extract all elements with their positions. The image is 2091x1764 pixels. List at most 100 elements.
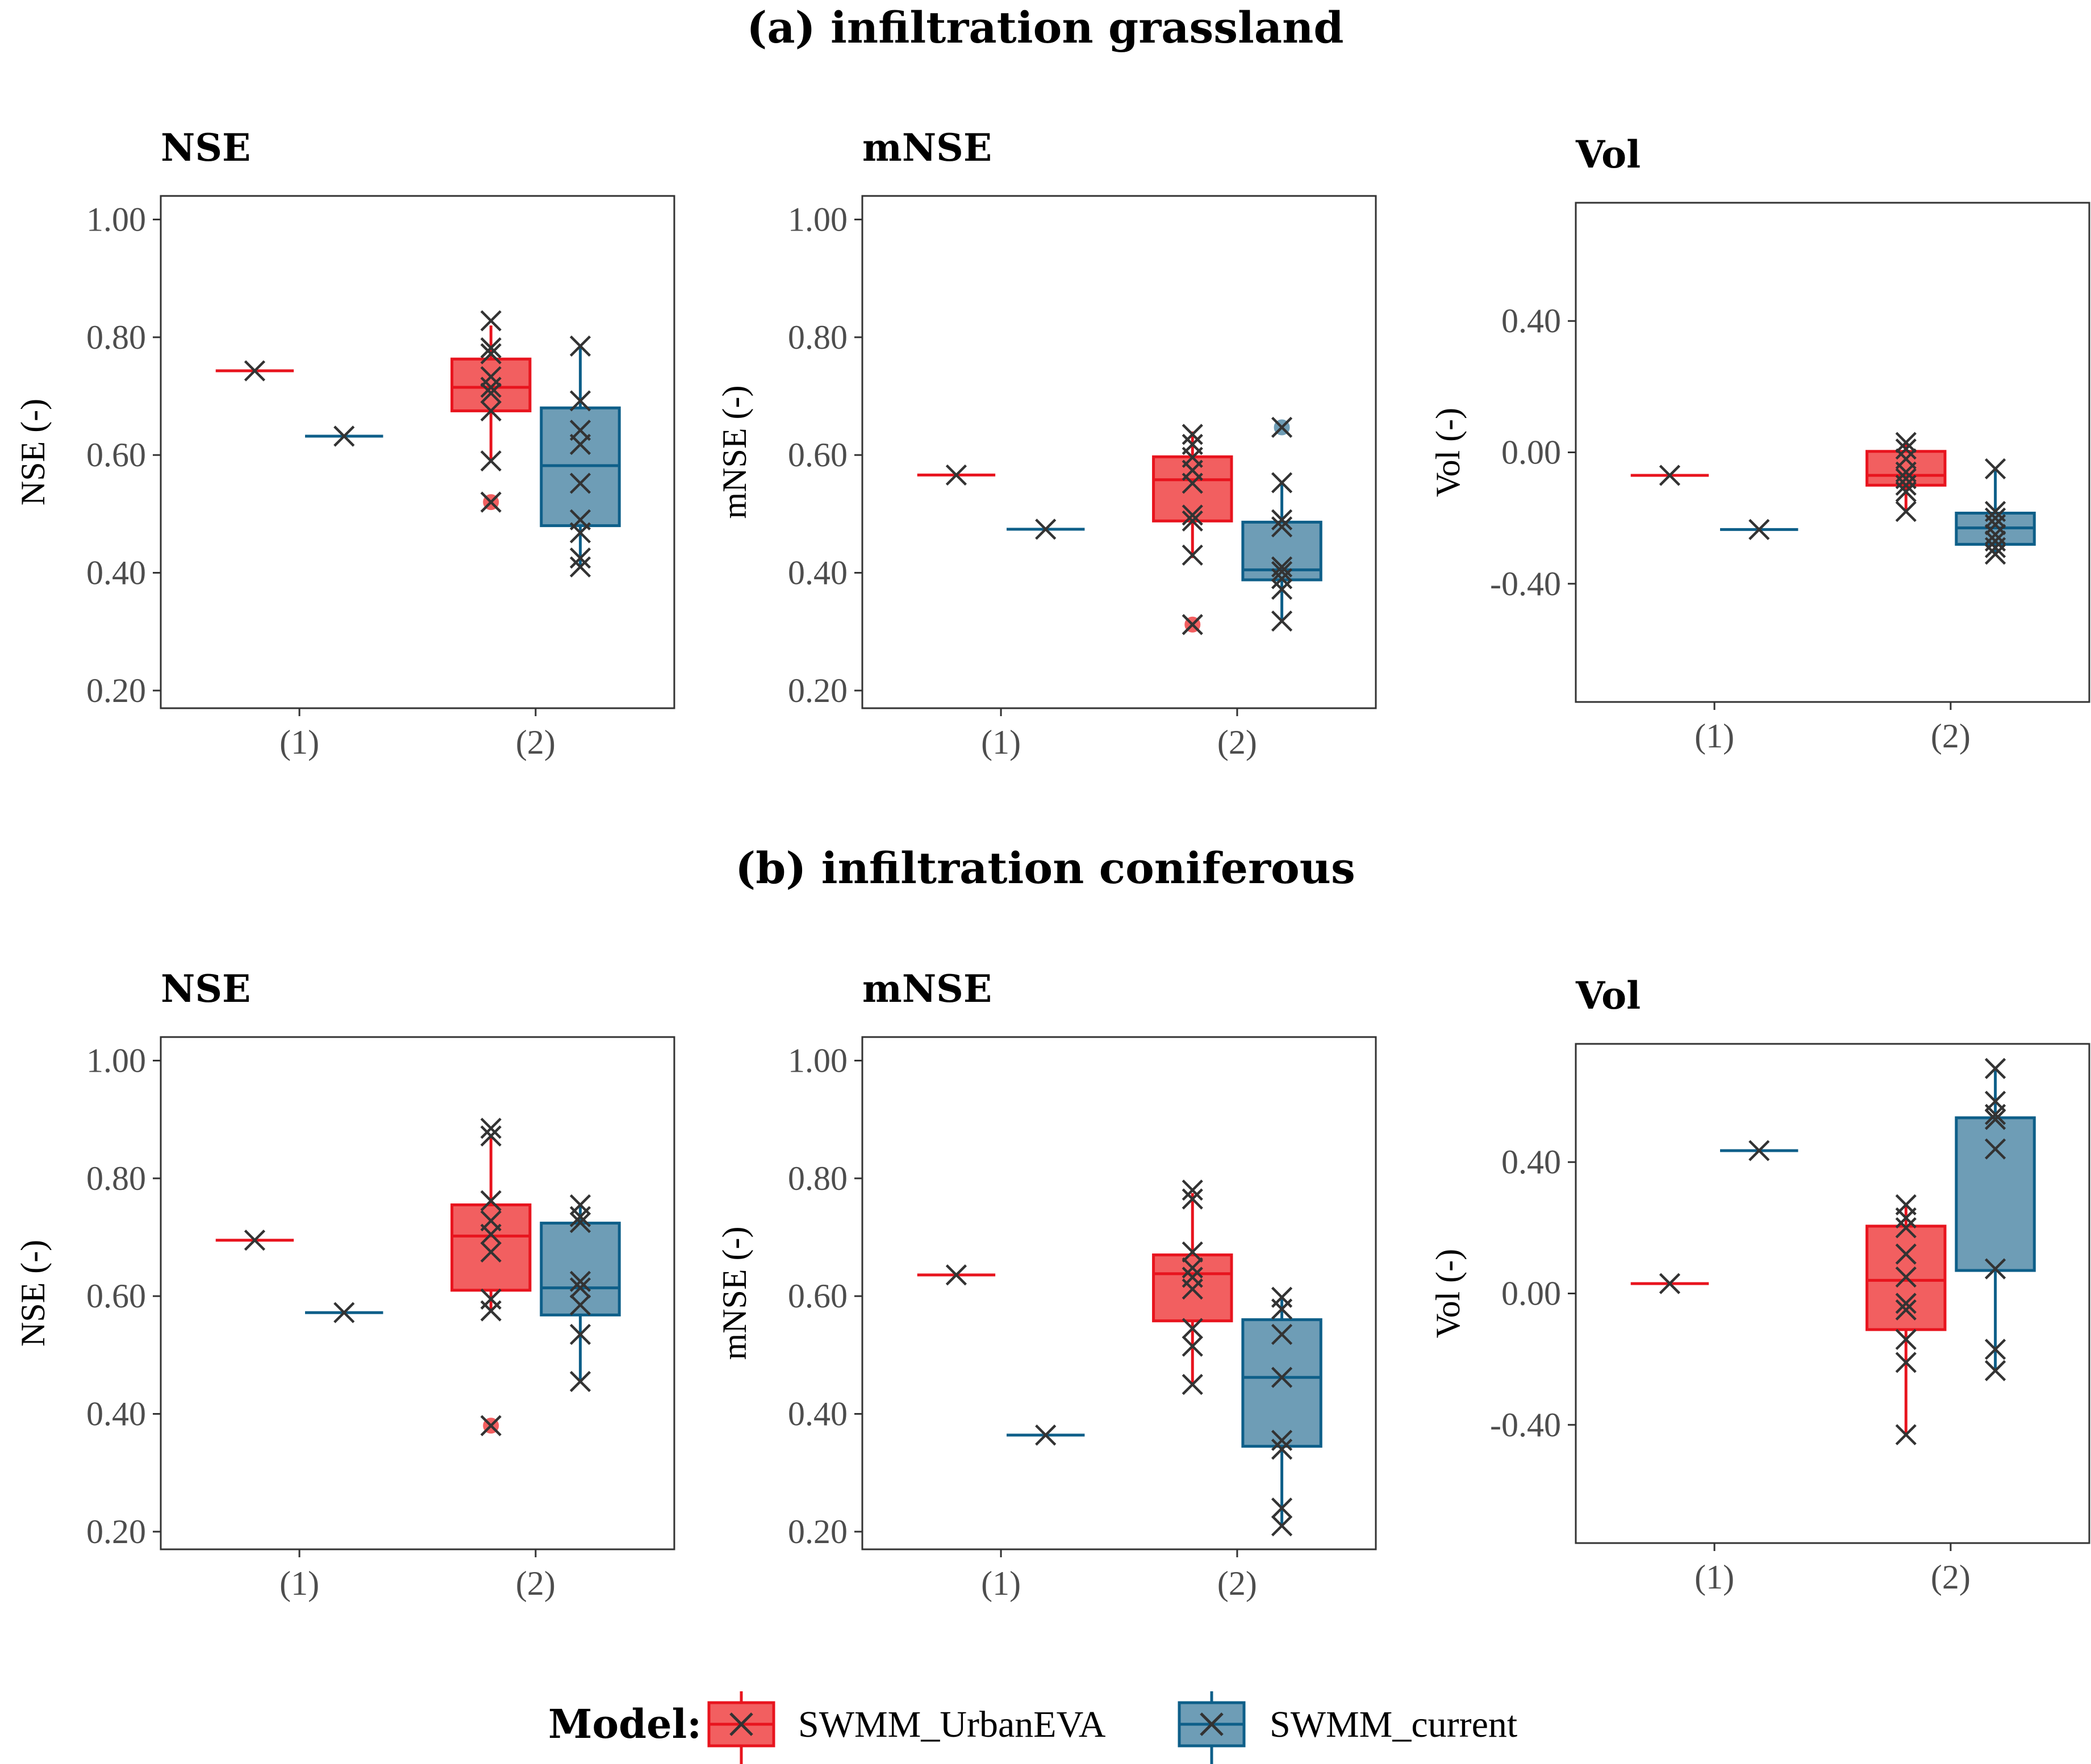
data-point xyxy=(1035,1424,1057,1446)
data-point xyxy=(1271,1497,1293,1519)
data-point xyxy=(569,473,591,494)
data-point xyxy=(569,433,591,455)
data-point xyxy=(480,1125,502,1147)
y-tick-label: 0.20 xyxy=(788,672,848,709)
y-tick-label: 1.00 xyxy=(788,1042,848,1079)
y-axis-label: Vol (-) xyxy=(1429,1249,1467,1338)
data-point xyxy=(569,1277,591,1299)
data-point xyxy=(1271,1439,1293,1460)
data-point xyxy=(1984,1109,2006,1130)
panel-frame xyxy=(160,195,675,709)
x-tick-label: (2) xyxy=(516,1565,556,1602)
y-tick-label: 0.00 xyxy=(1501,434,1561,471)
data-point xyxy=(1748,1140,1770,1161)
y-tick-label: 0.40 xyxy=(1501,302,1561,340)
data-point xyxy=(1895,1266,1917,1288)
series-urbaneva xyxy=(1630,1194,1947,1445)
y-tick-label: 0.40 xyxy=(86,554,146,592)
y-tick-label: 0.60 xyxy=(788,436,848,474)
data-point xyxy=(1271,509,1293,530)
iqr-box xyxy=(1241,1318,1322,1448)
data-point xyxy=(1271,1515,1293,1537)
x-tick-label: (1) xyxy=(1694,717,1734,755)
data-point xyxy=(1984,1360,2006,1381)
data-point xyxy=(1271,1323,1293,1345)
data-point xyxy=(1271,1366,1293,1388)
y-axis-label: Vol (-) xyxy=(1429,408,1467,497)
panel-frame xyxy=(1575,202,2090,703)
y-axis-label: mNSE (-) xyxy=(716,386,753,519)
data-point xyxy=(569,1270,591,1292)
y-tick-label: -0.40 xyxy=(1490,1406,1561,1444)
data-point xyxy=(480,491,502,513)
data-point xyxy=(1984,544,2006,565)
data-point xyxy=(1895,1217,1917,1239)
y-tick-label: 0.40 xyxy=(1501,1143,1561,1181)
data-point xyxy=(1182,1278,1203,1300)
data-point xyxy=(1182,1374,1203,1395)
data-point xyxy=(569,1370,591,1393)
data-point xyxy=(569,1323,591,1345)
data-point xyxy=(1182,473,1203,494)
data-point xyxy=(244,1230,266,1251)
panel-1-2: Vol Vol (-) 0.40 0.00 -0.40 (1) (2) xyxy=(1429,973,2090,1596)
y-tick-label: 0.20 xyxy=(788,1513,848,1550)
y-tick-label: 0.20 xyxy=(86,672,146,709)
panel-title: Vol xyxy=(1575,132,1641,177)
iqr-box xyxy=(450,357,532,412)
iqr-box xyxy=(1955,1116,2036,1272)
y-axis-label: NSE (-) xyxy=(14,399,52,505)
y-tick-label: 0.60 xyxy=(86,436,146,474)
data-point xyxy=(480,1223,502,1245)
data-point xyxy=(480,1415,502,1436)
data-point xyxy=(1895,1352,1917,1373)
iqr-box xyxy=(540,1222,621,1316)
section-title-a: (a) infiltration grassland xyxy=(746,2,1343,53)
y-tick-label: 1.00 xyxy=(86,200,146,238)
panel-frame xyxy=(160,1036,675,1550)
data-point xyxy=(1271,1429,1293,1451)
data-point xyxy=(1182,1188,1203,1210)
data-point xyxy=(569,556,591,578)
y-tick-label: 0.80 xyxy=(86,319,146,356)
data-point xyxy=(1271,610,1293,632)
data-point xyxy=(1984,514,2006,536)
legend-label-urbaneva: SWMM_UrbanEVA xyxy=(798,1704,1106,1745)
data-point xyxy=(1659,1273,1681,1294)
data-point xyxy=(569,1206,591,1227)
data-point xyxy=(244,360,266,382)
panel-title: NSE xyxy=(161,967,251,1011)
data-point xyxy=(1895,481,1917,503)
data-point xyxy=(945,464,967,486)
data-point xyxy=(1182,544,1203,566)
data-point xyxy=(1271,516,1293,538)
data-point xyxy=(1748,519,1770,540)
data-point xyxy=(945,1264,967,1286)
data-point xyxy=(480,366,502,387)
data-point xyxy=(480,1118,502,1139)
data-point xyxy=(333,425,355,447)
x-tick-label: (1) xyxy=(279,724,319,761)
data-point xyxy=(1895,432,1917,453)
series-current xyxy=(1720,458,2036,565)
data-point xyxy=(1182,614,1203,636)
legend-key-point-icon-current xyxy=(1200,1712,1224,1736)
data-point xyxy=(480,377,502,398)
panel-frame xyxy=(861,1036,1377,1550)
data-point xyxy=(1271,568,1293,590)
legend-label-current: SWMM_current xyxy=(1270,1704,1517,1745)
series-current xyxy=(305,1194,621,1393)
data-point xyxy=(480,337,502,359)
data-point xyxy=(1984,1103,2006,1125)
series-urbaneva xyxy=(215,310,532,513)
legend: Model: SWMM_UrbanEVA SWMM_current xyxy=(548,1691,1517,1764)
series-current xyxy=(1720,1057,2036,1381)
data-point xyxy=(1984,537,2006,558)
x-tick-label: (1) xyxy=(981,1565,1021,1602)
data-point xyxy=(1895,501,1917,522)
data-point xyxy=(569,1294,591,1316)
x-tick-label: (2) xyxy=(1931,717,1971,755)
data-point xyxy=(1182,1241,1203,1263)
x-tick-label: (1) xyxy=(1694,1558,1734,1596)
panel-frame xyxy=(1575,1043,2090,1544)
